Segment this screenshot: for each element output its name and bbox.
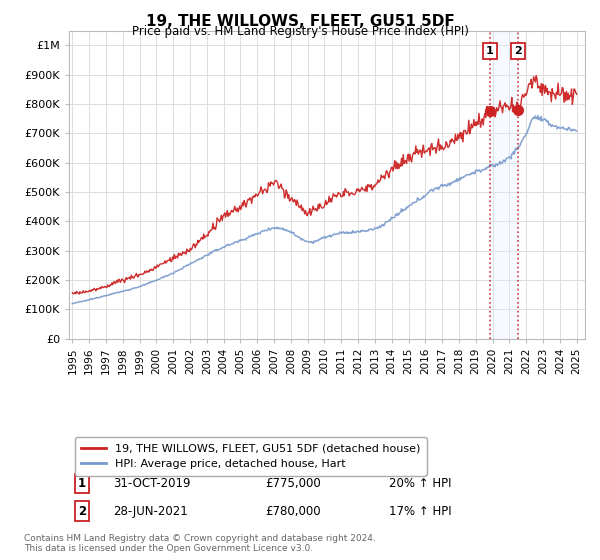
Text: £775,000: £775,000	[265, 477, 321, 490]
Text: Price paid vs. HM Land Registry's House Price Index (HPI): Price paid vs. HM Land Registry's House …	[131, 25, 469, 38]
Text: £780,000: £780,000	[265, 505, 321, 518]
Text: Contains HM Land Registry data © Crown copyright and database right 2024.
This d: Contains HM Land Registry data © Crown c…	[24, 534, 376, 553]
Text: 1: 1	[486, 46, 494, 57]
Text: 28-JUN-2021: 28-JUN-2021	[113, 505, 188, 518]
Text: 2: 2	[514, 46, 521, 57]
Text: 1: 1	[78, 477, 86, 490]
Text: 19, THE WILLOWS, FLEET, GU51 5DF: 19, THE WILLOWS, FLEET, GU51 5DF	[146, 14, 454, 29]
Text: 20% ↑ HPI: 20% ↑ HPI	[389, 477, 451, 490]
Bar	[490, 31, 518, 339]
Legend: 19, THE WILLOWS, FLEET, GU51 5DF (detached house), HPI: Average price, detached : 19, THE WILLOWS, FLEET, GU51 5DF (detach…	[74, 437, 427, 475]
Text: 31-OCT-2019: 31-OCT-2019	[113, 477, 190, 490]
Text: 17% ↑ HPI: 17% ↑ HPI	[389, 505, 452, 518]
Text: 2: 2	[78, 505, 86, 518]
